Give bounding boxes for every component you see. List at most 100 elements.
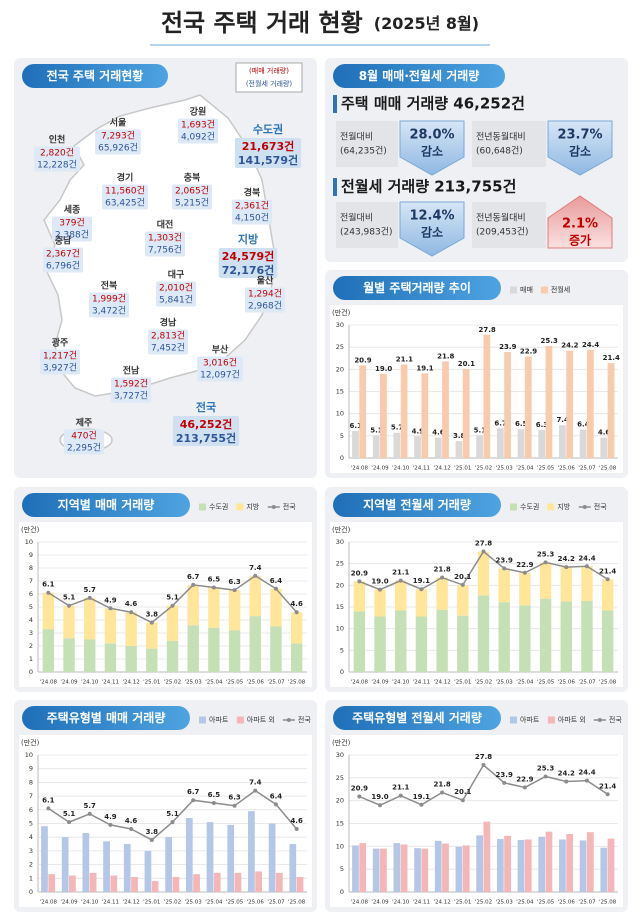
data-label: 5.1 — [166, 594, 179, 602]
data-label: 21.4 — [599, 567, 616, 575]
x-tick-label: '24.10 — [392, 466, 410, 472]
section-header: 전국 주택 거래현황 — [47, 68, 144, 83]
comparison-reference: (64,235건) — [340, 146, 387, 157]
region-name: 수도권 — [253, 123, 283, 136]
region-rent: 2,388건 — [55, 230, 89, 241]
region-sale: 2,813건 — [151, 331, 185, 342]
bar-segment — [146, 648, 158, 672]
region-value-bg — [110, 377, 152, 403]
data-label: 5.1 — [370, 426, 383, 434]
bar-segment — [560, 601, 572, 672]
section-header: 지역별 매매 거래량 — [58, 497, 155, 512]
region-value-bg — [39, 349, 81, 375]
data-label: 6.3 — [228, 794, 241, 802]
data-label: 4.9 — [104, 596, 117, 604]
x-tick-label: '24.09 — [60, 680, 78, 686]
data-label: 21.4 — [599, 782, 616, 790]
y-tick-label: 0 — [340, 454, 344, 462]
region-name: 전남 — [123, 365, 140, 377]
region-rent: 4,150건 — [235, 213, 269, 224]
bar — [566, 350, 574, 458]
bar-segment — [436, 610, 448, 672]
line-point — [605, 577, 610, 582]
bar — [434, 437, 442, 458]
x-tick-label: '25.04 — [516, 680, 534, 686]
x-tick-label: '24.08 — [351, 466, 369, 472]
x-tick-label: '25.04 — [516, 900, 534, 906]
bar — [586, 832, 594, 892]
bar — [296, 876, 304, 892]
line-point — [419, 587, 424, 592]
data-label: 4.6 — [125, 817, 138, 825]
y-axis-label: (만건) — [21, 525, 40, 534]
page-title: 전국 주택 거래 현황 — [161, 9, 363, 37]
region-rent: 5,841건 — [159, 295, 193, 306]
section-header-bg — [333, 706, 501, 730]
bar-segment — [436, 577, 448, 611]
region-rent: 5,215건 — [175, 198, 209, 209]
y-tick-label: 0 — [29, 668, 33, 676]
bar — [359, 365, 367, 458]
bar-segment — [104, 608, 117, 644]
comparison-reference: (243,983건) — [340, 227, 393, 238]
bar-segment — [539, 562, 552, 599]
region-sale: 1,592건 — [114, 379, 148, 390]
comparison-reference: (209,453건) — [476, 227, 529, 238]
line-point — [108, 606, 113, 611]
comparison-change: 23.7% — [557, 128, 602, 143]
bar — [600, 437, 608, 458]
bar — [607, 838, 615, 892]
bar — [476, 435, 483, 458]
data-label: 21.1 — [392, 784, 409, 792]
data-label: 19.0 — [371, 578, 388, 586]
region-name: 서울 — [110, 117, 127, 129]
region-value-bg — [171, 184, 213, 210]
data-label: 6.5 — [515, 420, 528, 428]
region-rent: 65,926건 — [98, 143, 138, 154]
region-rent: 3,472건 — [92, 306, 126, 317]
bar — [41, 826, 48, 892]
bar-segment — [228, 590, 241, 631]
bar — [559, 425, 566, 458]
bar-segment — [270, 588, 282, 627]
bar — [69, 875, 76, 892]
region-rent: 63,425건 — [105, 198, 145, 209]
x-tick-label: '25.04 — [205, 680, 223, 686]
bar-segment — [63, 605, 75, 639]
region-value-bg — [34, 146, 80, 172]
data-label: 6.7 — [187, 573, 200, 581]
bar — [421, 373, 429, 458]
section-header-bg — [22, 706, 190, 730]
bar — [455, 441, 463, 458]
legend-label: 전국 — [594, 502, 607, 511]
bar — [227, 824, 235, 892]
data-label: 4.6 — [290, 600, 303, 608]
comparison-direction: 증가 — [569, 233, 591, 248]
bar-segment — [63, 638, 75, 672]
x-tick-label: '25.01 — [143, 900, 160, 906]
legend-label: 전국 — [283, 502, 296, 511]
x-tick-label: '25.01 — [143, 680, 160, 686]
region-sale: 46,252건 — [180, 417, 233, 431]
bar — [248, 811, 255, 892]
section-header-bg — [333, 276, 501, 300]
region-sale: 470건 — [71, 431, 96, 442]
data-label: 23.9 — [496, 556, 513, 564]
y-tick-label: 20 — [336, 581, 344, 589]
region-rent: 7,452건 — [151, 343, 185, 354]
section-header: 월별 주택거래량 추이 — [363, 280, 471, 295]
bar — [538, 836, 546, 892]
comparison-label: 전년동월대비 — [476, 212, 526, 224]
comparison-label: 전월대비 — [340, 212, 373, 224]
x-tick-label: '25.07 — [578, 900, 596, 906]
data-label: 3.8 — [146, 611, 159, 619]
region-rent: 141,579건 — [238, 153, 298, 167]
x-tick-label: '24.09 — [371, 466, 389, 472]
bar — [442, 843, 449, 892]
comparison-box — [336, 121, 398, 167]
region-name: 부산 — [212, 344, 229, 356]
comparison-direction: 감소 — [421, 144, 443, 159]
data-label: 21.8 — [433, 566, 450, 574]
data-label: 5.7 — [84, 586, 97, 594]
bar-segment — [42, 592, 55, 630]
